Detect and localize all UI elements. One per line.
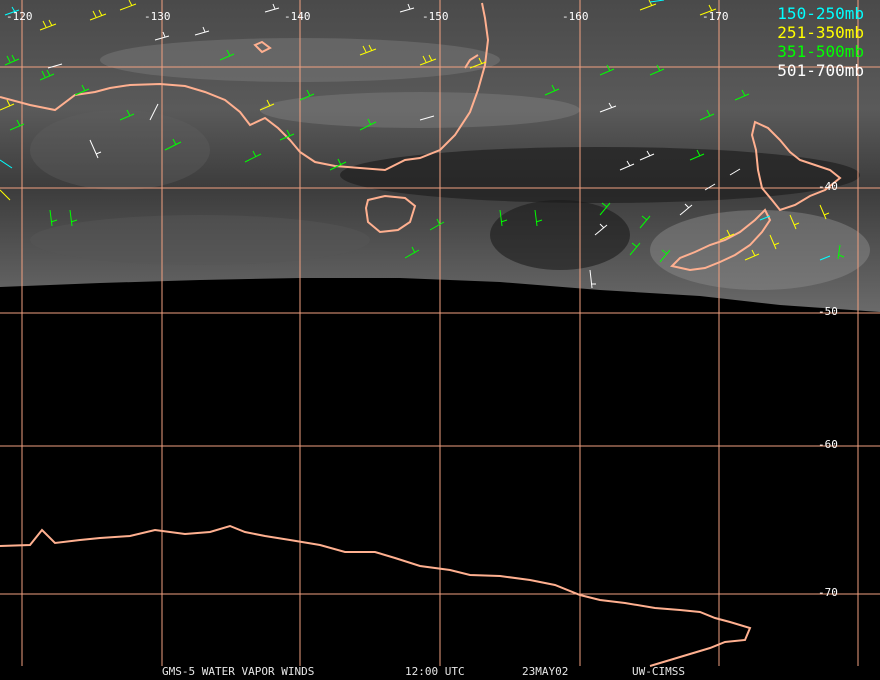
lon-label: -140 (284, 10, 311, 23)
lat-label: -50 (818, 305, 838, 318)
tasmania-coastline (364, 194, 417, 234)
lat-label: -40 (818, 180, 838, 193)
wind-barbs-501-700mb (47, 3, 741, 289)
lon-label: -130 (144, 10, 171, 23)
latitude-labels: -40 -50 -60 -70 (818, 180, 838, 599)
antarctica-coastline (0, 524, 752, 667)
wind-barbs-150-250mb (0, 0, 831, 261)
coastlines (0, 2, 842, 667)
graticule (0, 0, 880, 666)
legend-item-351-500mb: 351-500mb (777, 42, 864, 61)
product-time: 12:00 UTC (405, 665, 465, 678)
product-date: 23MAY02 (522, 665, 569, 678)
pressure-legend: 150-250mb 251-350mb 351-500mb 501-700mb (777, 4, 864, 80)
legend-item-150-250mb: 150-250mb (777, 4, 864, 23)
lon-label: -120 (6, 10, 33, 23)
product-footer: GMS-5 WATER VAPOR WINDS 12:00 UTC 23MAY0… (0, 665, 880, 679)
legend-item-501-700mb: 501-700mb (777, 61, 864, 80)
lat-label: -70 (818, 586, 838, 599)
lon-label: -160 (562, 10, 589, 23)
product-source: UW-CIMSS (632, 665, 685, 678)
product-name: GMS-5 WATER VAPOR WINDS (162, 665, 315, 678)
lon-label: -150 (422, 10, 449, 23)
kangaroo-island (253, 40, 272, 54)
longitude-labels: -120 -130 -140 -150 -160 -170 (6, 10, 729, 23)
wind-barbs-251-350mb (0, 0, 830, 261)
wind-barbs-351-500mb (4, 49, 845, 263)
australia-coastline (0, 2, 490, 172)
lon-label: -170 (702, 10, 729, 23)
new-zealand-north-coastline (750, 120, 842, 212)
new-zealand-south-coastline (670, 208, 772, 272)
lat-label: -60 (818, 438, 838, 451)
legend-item-251-350mb: 251-350mb (777, 23, 864, 42)
cape-york-coastline (464, 54, 479, 69)
